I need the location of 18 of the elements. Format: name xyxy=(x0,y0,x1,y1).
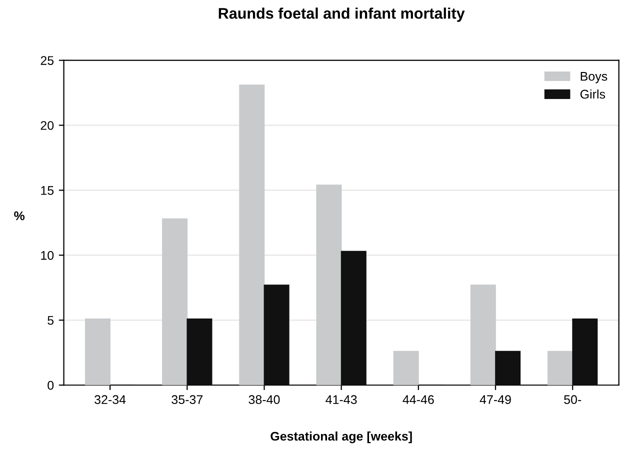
x-axis-title: Gestational age [weeks] xyxy=(270,431,412,444)
y-tick-label: 0 xyxy=(48,380,54,390)
x-tick-label: 35-37 xyxy=(172,395,203,404)
y-tick-label: 25 xyxy=(40,56,54,65)
x-tick-label: 44-46 xyxy=(402,395,434,404)
x-tick-label: 38-40 xyxy=(248,395,280,404)
y-axis-title: % xyxy=(14,211,25,220)
y-tick-label: 5 xyxy=(48,316,54,325)
y-tick-label: 15 xyxy=(41,186,54,195)
x-tick-label: 41-43 xyxy=(326,395,357,404)
legend-label: Girls xyxy=(580,89,606,99)
x-tick-label: 47-49 xyxy=(480,395,511,404)
y-tick-label: 10 xyxy=(41,251,54,260)
x-tick-label: 32-34 xyxy=(94,395,126,404)
legend-label: Boys xyxy=(580,72,608,84)
chart-title: Raunds foetal and infant mortality xyxy=(218,8,465,22)
y-tick-label: 20 xyxy=(40,121,54,130)
x-tick-label: 50- xyxy=(564,395,582,404)
